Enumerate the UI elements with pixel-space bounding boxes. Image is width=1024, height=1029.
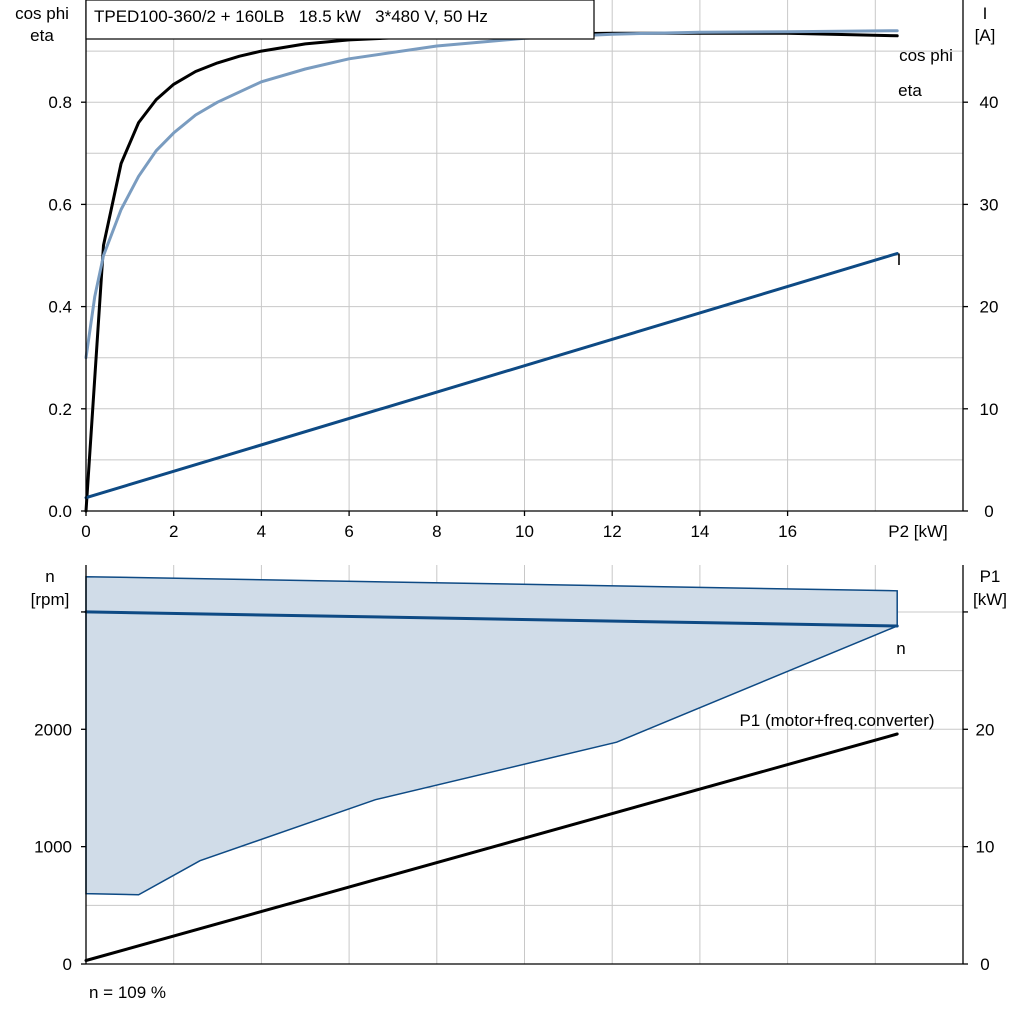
series-line-eta: [84, 31, 899, 513]
series-label-eta: eta: [898, 81, 922, 100]
y-axis-title-right: [A]: [975, 26, 996, 45]
speed-annotation: n = 109 %: [89, 983, 166, 1002]
y-tick-label-right: 0: [980, 955, 989, 974]
series-line-P1: [84, 732, 899, 962]
series-line-I: [84, 252, 899, 500]
y-axis-title-left: eta: [30, 26, 54, 45]
y-tick-label-left: 1000: [34, 838, 72, 857]
y-axis-title-left: [rpm]: [31, 590, 70, 609]
y-tick-label-left: 0: [63, 955, 72, 974]
y-axis-title-right: [kW]: [973, 590, 1007, 609]
operating-range-area: [85, 575, 898, 896]
x-tick-label: 2: [169, 522, 178, 541]
y-axis-title-left: cos phi: [15, 4, 69, 23]
x-tick-label: 0: [81, 522, 90, 541]
y-tick-label-right: 30: [980, 195, 999, 214]
y-tick-label-left: 0.2: [48, 400, 72, 419]
y-axis-title-left: n: [45, 567, 54, 586]
chart-title: TPED100-360/2 + 160LB 18.5 kW 3*480 V, 5…: [94, 7, 488, 26]
x-tick-label: 12: [603, 522, 622, 541]
series-line-cos-phi: [84, 29, 899, 360]
series-line-n: [84, 610, 899, 628]
series-label-cos-phi: cos phi: [899, 46, 953, 65]
y-tick-label-right: 10: [980, 400, 999, 419]
y-tick-label-right: 20: [976, 720, 995, 739]
y-tick-label-right: 10: [976, 838, 995, 857]
y-axis-title-right: P1: [980, 567, 1001, 586]
y-tick-label-left: 0.0: [48, 502, 72, 521]
y-tick-label-left: 0.4: [48, 298, 72, 317]
y-tick-label-left: 2000: [34, 720, 72, 739]
y-axis-title-right: I: [983, 4, 988, 23]
x-tick-label: 16: [778, 522, 797, 541]
x-tick-label: 4: [257, 522, 266, 541]
series-label-n: n: [896, 639, 905, 658]
series-label-P1: P1 (motor+freq.converter): [739, 711, 934, 730]
y-tick-label-right: 40: [980, 93, 999, 112]
x-axis-title: P2 [kW]: [888, 522, 948, 541]
title-box: [85, 0, 595, 40]
series-label-I: I: [897, 250, 902, 269]
x-tick-label: 14: [690, 522, 709, 541]
y-tick-label-right: 20: [980, 298, 999, 317]
y-tick-label-right: 0: [984, 502, 993, 521]
y-tick-label-left: 0.6: [48, 195, 72, 214]
x-tick-label: 6: [344, 522, 353, 541]
x-tick-label: 10: [515, 522, 534, 541]
x-tick-label: 8: [432, 522, 441, 541]
y-tick-label-left: 0.8: [48, 93, 72, 112]
